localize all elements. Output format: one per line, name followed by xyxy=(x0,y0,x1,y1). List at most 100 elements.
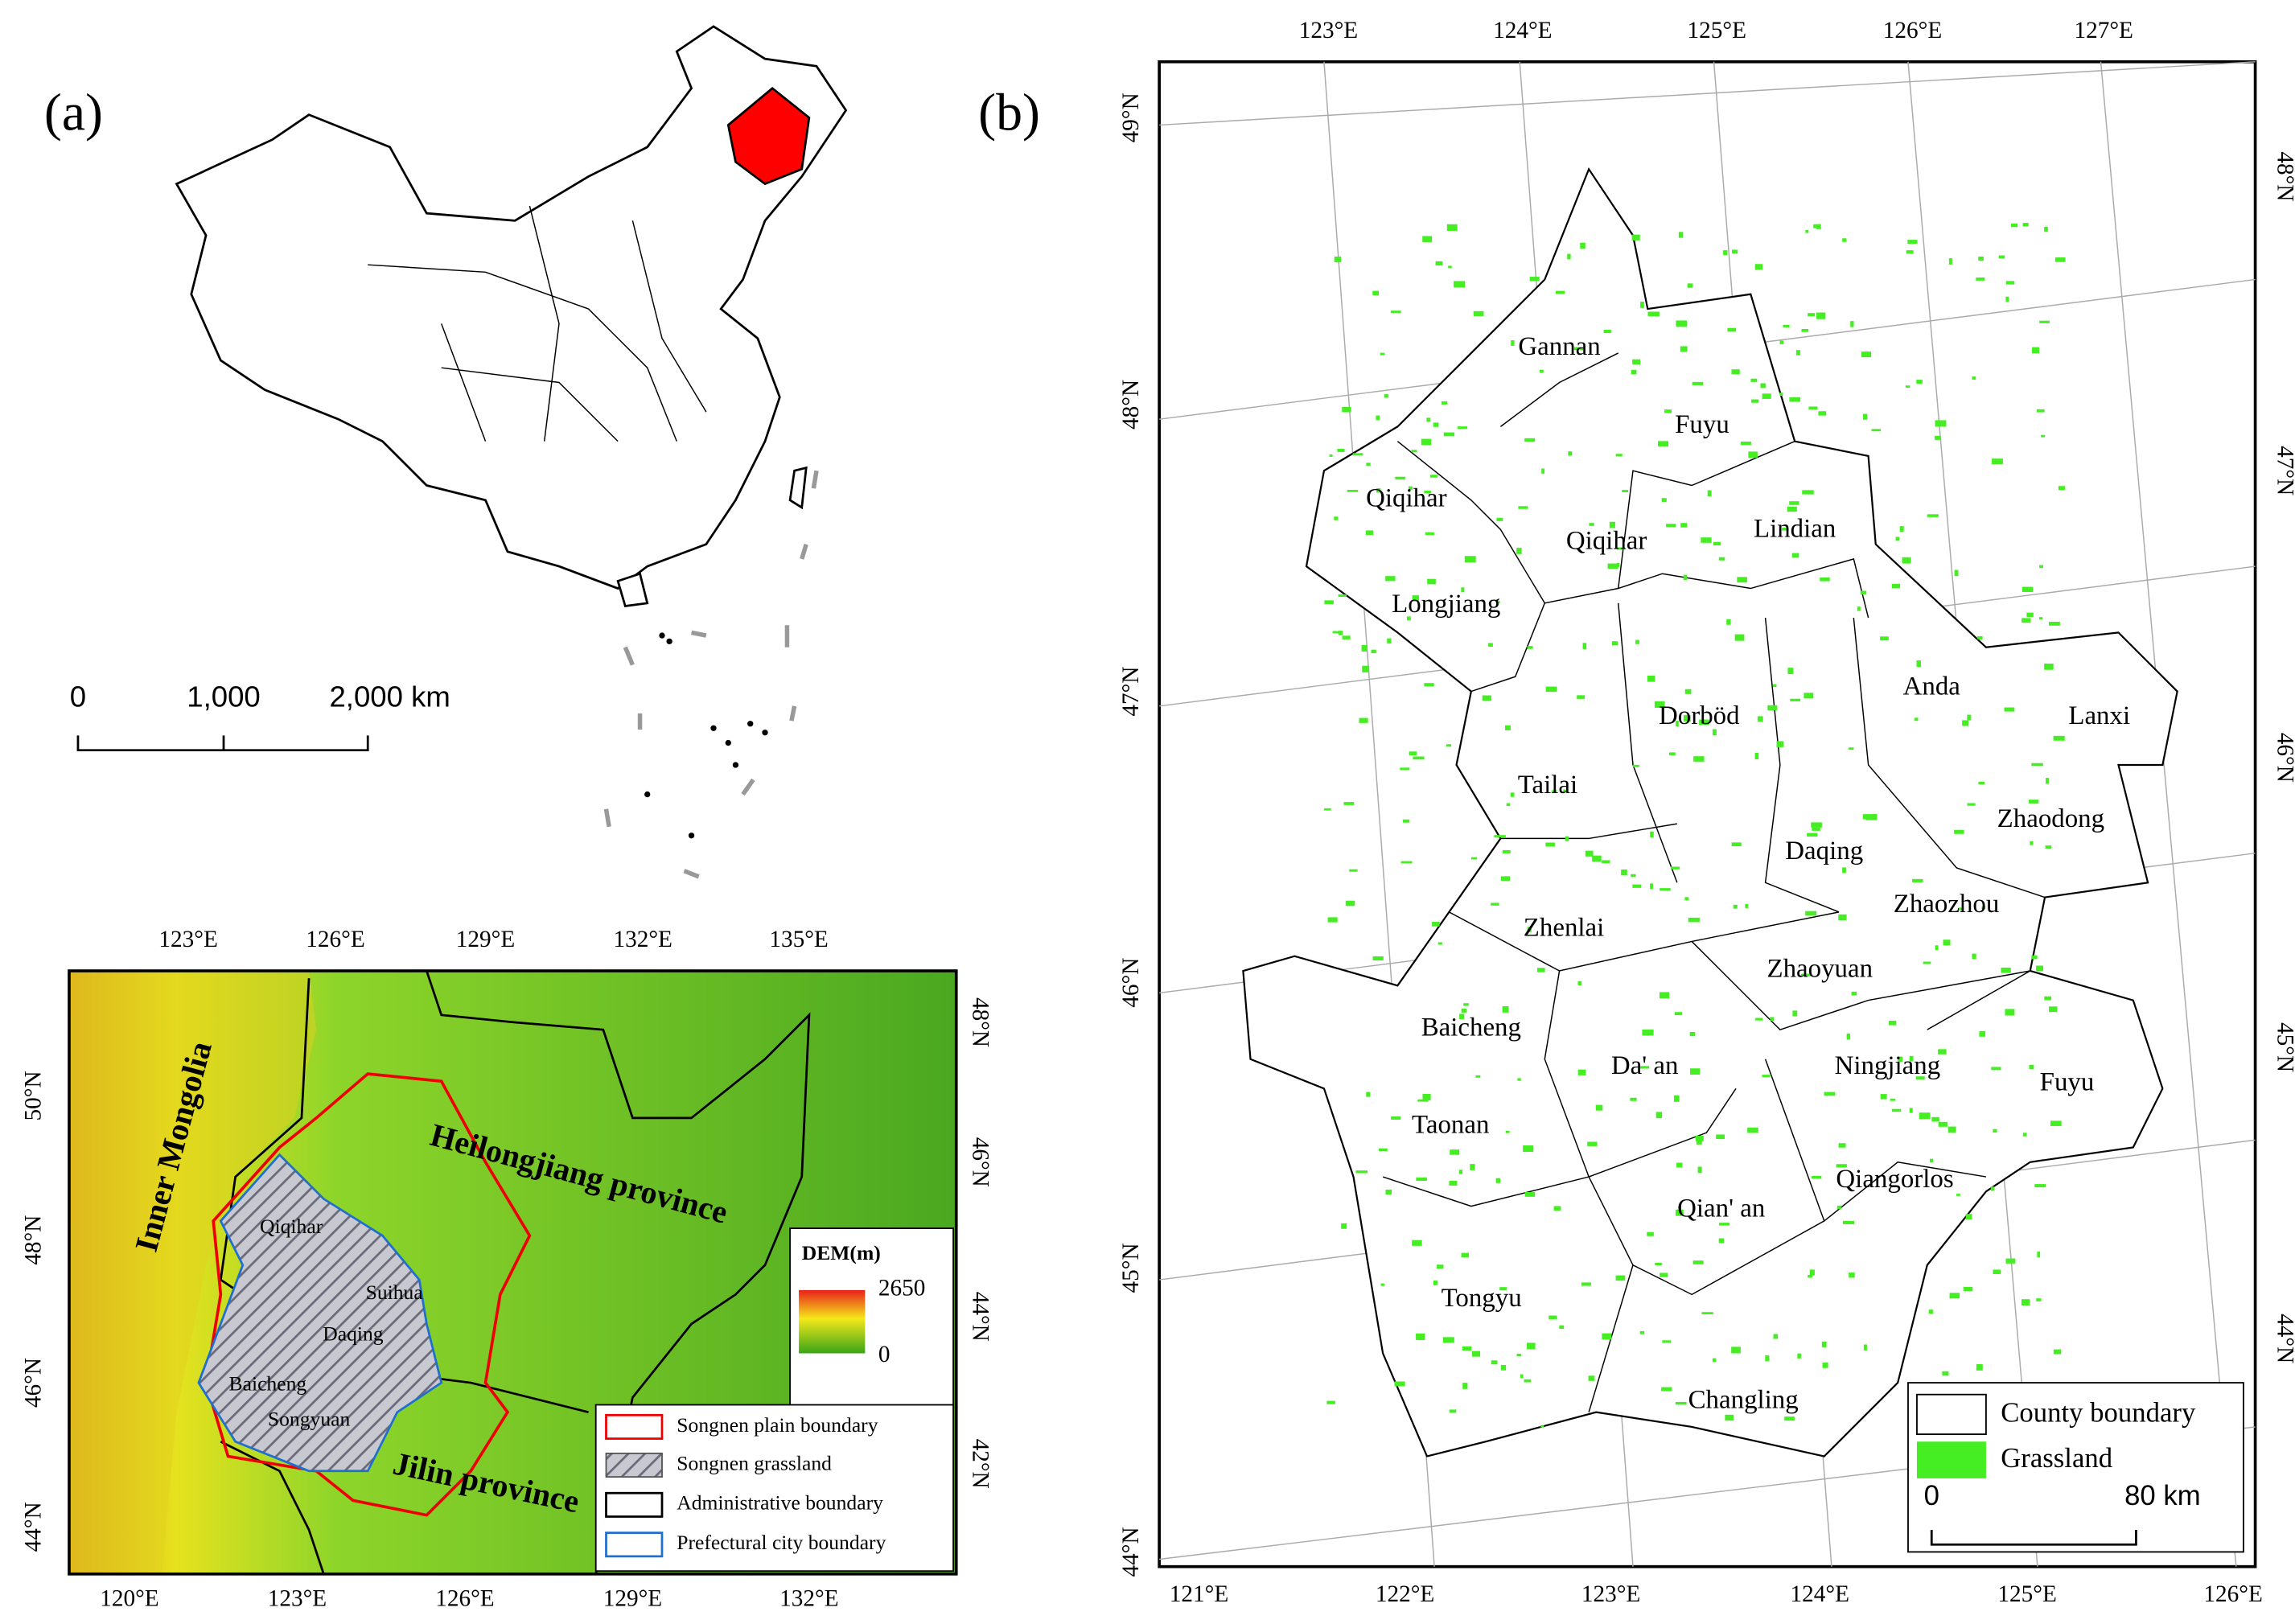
grass-patch xyxy=(1754,752,1759,760)
grass-patch xyxy=(1962,720,1969,726)
grass-patch xyxy=(1640,302,1644,308)
grass-patch xyxy=(1470,857,1478,860)
grass-patch xyxy=(1622,490,1629,492)
scale-label: 80 km xyxy=(2124,1481,2201,1511)
grass-patch xyxy=(1723,250,1728,256)
county-label: Tongyu xyxy=(1442,1284,1522,1313)
grass-patch xyxy=(2004,707,2015,712)
tick-label: 126°E xyxy=(1883,18,1942,43)
grass-patch xyxy=(1930,1158,1934,1163)
grass-patch xyxy=(1577,981,1582,985)
grass-patch xyxy=(1687,283,1693,288)
grass-patch xyxy=(1675,1209,1684,1216)
grass-patch xyxy=(2041,434,2046,438)
grass-patch xyxy=(1563,789,1568,792)
grass-patch xyxy=(1688,917,1700,923)
county-label: Longjiang xyxy=(1392,590,1500,619)
grass-patch xyxy=(1909,1055,1914,1062)
grass-patch xyxy=(1958,907,1964,911)
grass-patch xyxy=(1770,1017,1775,1022)
grass-patch xyxy=(1461,587,1465,593)
grass-patch xyxy=(1848,747,1854,750)
grass-patch xyxy=(1582,643,1587,650)
grass-patch xyxy=(1727,327,1737,332)
grass-patch xyxy=(1524,1192,1536,1197)
grass-patch xyxy=(1949,1293,1960,1299)
grass-patch xyxy=(1797,1353,1801,1359)
grass-patch xyxy=(1400,767,1410,771)
grass-patch xyxy=(1496,517,1503,521)
grass-patch xyxy=(1409,486,1413,490)
grass-patch xyxy=(1907,240,1918,245)
tick-label: 122°E xyxy=(1376,1581,1434,1607)
grass-patch xyxy=(1615,1275,1626,1281)
legend-label: Administrative boundary xyxy=(677,1491,883,1515)
grass-patch xyxy=(1391,1116,1400,1120)
grass-patch xyxy=(1751,399,1759,403)
grass-patch xyxy=(1573,347,1584,351)
grass-patch xyxy=(1850,321,1854,327)
grass-patch xyxy=(1889,1021,1897,1026)
tick-label: 47°N xyxy=(1118,666,1144,716)
grass-patch xyxy=(1345,900,1355,907)
grass-patch xyxy=(1731,1346,1741,1354)
grass-patch xyxy=(1529,277,1540,282)
tick-label: 124°E xyxy=(1791,1581,1849,1607)
tick-label: 44°N xyxy=(21,1502,47,1552)
grass-patch xyxy=(1737,577,1747,583)
grass-patch xyxy=(1647,675,1655,682)
legend-label: 0 xyxy=(878,1342,890,1367)
grass-patch xyxy=(1343,802,1355,805)
tick-label: 44°N xyxy=(967,1292,993,1342)
grass-patch xyxy=(1438,942,1442,945)
inset-legend xyxy=(594,1404,955,1573)
grass-patch xyxy=(1880,636,1889,641)
grass-patch xyxy=(1967,803,1976,806)
grass-patch xyxy=(1502,849,1511,853)
grass-patch xyxy=(1603,329,1611,334)
grass-patch xyxy=(1589,523,1594,526)
grass-patch xyxy=(1842,1220,1855,1224)
grass-patch xyxy=(1482,695,1491,701)
grass-patch xyxy=(1977,635,1983,639)
grass-patch xyxy=(1821,1342,1827,1347)
grass-patch xyxy=(1536,968,1545,972)
grass-patch xyxy=(1927,514,1939,517)
grass-patch xyxy=(1912,878,1923,882)
grass-patch xyxy=(1459,1013,1465,1020)
grass-patch xyxy=(1592,855,1602,862)
grass-patch xyxy=(1632,359,1641,365)
grass-patch xyxy=(1639,1330,1645,1334)
tick-label: 46°N xyxy=(1118,958,1144,1008)
grass-patch xyxy=(1899,526,1904,532)
grass-patch xyxy=(1324,808,1331,811)
county-label: Da' an xyxy=(1611,1051,1679,1080)
tick-label: 129°E xyxy=(603,1585,662,1611)
grass-patch xyxy=(1670,866,1680,870)
grass-patch xyxy=(1326,1400,1335,1404)
grass-patch xyxy=(1783,324,1790,328)
grass-patch xyxy=(1976,1363,1983,1371)
grass-patch xyxy=(1495,601,1500,604)
grass-patch xyxy=(1449,1180,1458,1186)
grass-patch xyxy=(1813,224,1821,228)
scale-label: 0 xyxy=(70,680,86,713)
county-label: Qiqihar xyxy=(1566,526,1647,555)
grass-patch xyxy=(1849,1272,1855,1278)
grass-patch xyxy=(1902,557,1911,564)
grass-patch xyxy=(1516,548,1522,554)
grass-patch xyxy=(1384,394,1388,398)
grass-patch xyxy=(1427,578,1436,585)
legend-label: County boundary xyxy=(2001,1396,2196,1428)
grass-patch xyxy=(1808,406,1818,410)
grass-patch xyxy=(1429,475,1438,478)
grass-patch xyxy=(1684,689,1692,694)
grass-patch xyxy=(1549,1315,1557,1320)
grass-patch xyxy=(1923,961,1931,964)
county-label: Zhenlai xyxy=(1524,913,1605,942)
grass-patch xyxy=(1523,1145,1534,1153)
grass-patch xyxy=(1437,1264,1444,1269)
grass-patch xyxy=(1421,438,1432,446)
grass-patch xyxy=(1787,506,1797,512)
tick-label: 123°E xyxy=(158,927,217,952)
